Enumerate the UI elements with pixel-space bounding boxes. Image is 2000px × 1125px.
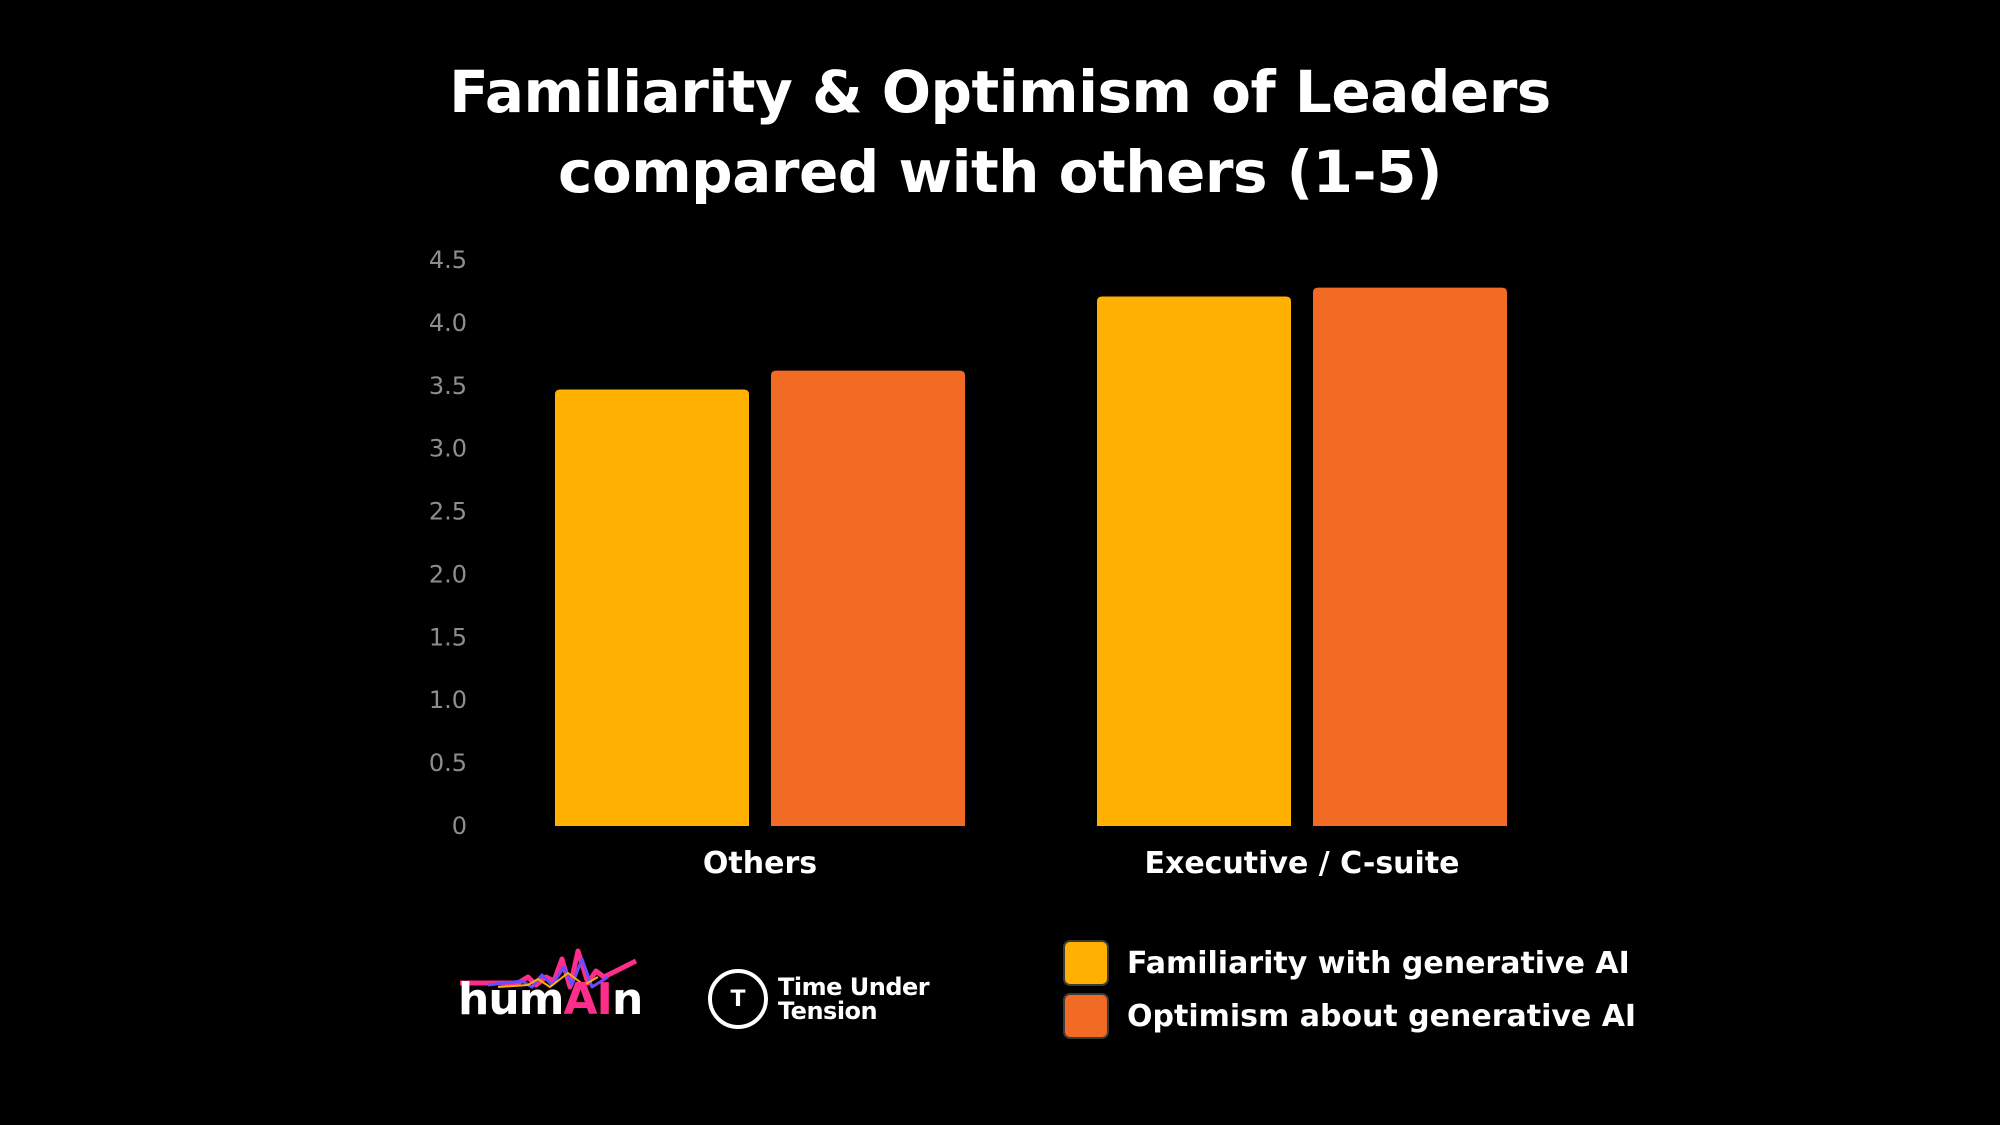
time-under-tension-icon: T [708, 969, 768, 1029]
y-tick-label: 3.0 [429, 435, 467, 463]
legend-swatch-familiarity [1063, 940, 1109, 986]
chart-title-line-2: compared with others (1-5) [558, 138, 1442, 206]
x-category-label: Others [703, 846, 817, 881]
human-logo-suffix: n [611, 974, 643, 1025]
human-logo: humAIn [458, 945, 643, 1025]
legend-swatch-optimism [1063, 993, 1109, 1039]
bar-optimism-0 [771, 370, 965, 826]
legend-label-familiarity: Familiarity with generative AI [1127, 945, 1630, 981]
bars-group [555, 287, 1507, 826]
bar-familiarity-1 [1097, 296, 1291, 826]
legend-item-familiarity: Familiarity with generative AI [1063, 937, 1636, 989]
chart-legend: Familiarity with generative AI Optimism … [1063, 937, 1636, 1043]
legend-item-optimism: Optimism about generative AI [1063, 990, 1636, 1042]
human-logo-prefix: hum [458, 974, 564, 1025]
human-logo-ai: AI [563, 974, 613, 1025]
y-tick-label: 4.0 [429, 309, 467, 337]
x-category-label: Executive / C-suite [1144, 846, 1459, 881]
bar-optimism-1 [1313, 287, 1507, 826]
time-under-tension-logo: T Time Under Tension [708, 964, 930, 1034]
y-tick-label: 1.0 [429, 686, 467, 714]
y-tick-label: 4.5 [429, 246, 467, 274]
y-tick-label: 2.5 [429, 498, 467, 526]
legend-label-optimism: Optimism about generative AI [1127, 998, 1637, 1034]
tut-line-2: Tension [778, 997, 878, 1025]
y-tick-label: 0.5 [429, 749, 467, 777]
y-axis: 0 0.5 1.0 1.5 2.0 2.5 3.0 3.5 4.0 4.5 [429, 246, 467, 840]
y-tick-label: 3.5 [429, 372, 467, 400]
human-logo-wave-icon [460, 948, 638, 990]
x-axis: Others Executive / C-suite [703, 846, 1460, 881]
y-tick-label: 1.5 [429, 623, 467, 651]
y-tick-label: 0 [452, 812, 467, 840]
chart-title-line-1: Familiarity & Optimism of Leaders [449, 58, 1551, 126]
bar-familiarity-0 [555, 389, 749, 826]
y-tick-label: 2.0 [429, 560, 467, 588]
chart-title: Familiarity & Optimism of Leaders compar… [0, 52, 2000, 212]
bar-chart: 0 0.5 1.0 1.5 2.0 2.5 3.0 3.5 4.0 4.5 Others Execu… [429, 246, 1507, 881]
tut-line-1: Time Under [778, 973, 930, 1001]
human-logo-text: humAIn [458, 974, 643, 1025]
time-under-tension-wordmark: Time Under Tension [778, 973, 930, 1025]
